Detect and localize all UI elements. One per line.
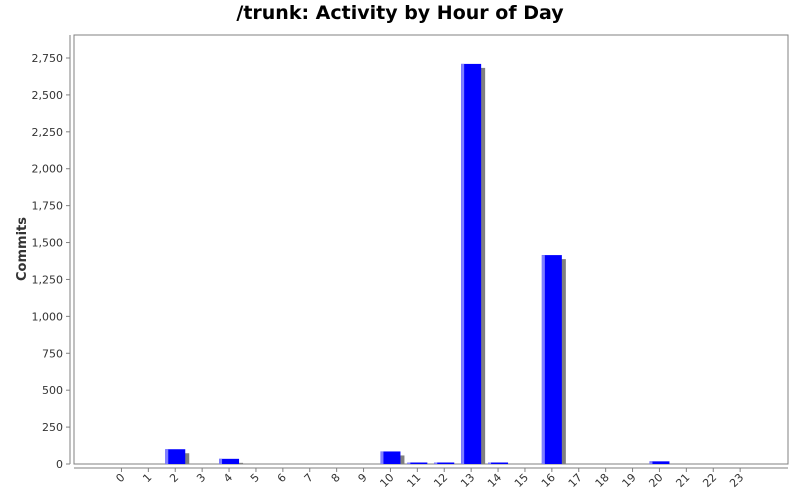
bar-highlight xyxy=(165,449,169,464)
bar-hour-16 xyxy=(541,255,562,464)
x-tick-label: 0 xyxy=(113,471,127,485)
y-ticks-group: 0 250 500 750 1,000 1,250 1,500 1,750 2,000 2,250… xyxy=(32,52,70,471)
y-tick-label: 2,250 xyxy=(32,126,64,139)
y-tick-label: 1,250 xyxy=(32,273,64,286)
bar-hour-12 xyxy=(434,462,455,464)
y-tick-label: 2,000 xyxy=(32,163,64,176)
y-tick-label: 1,750 xyxy=(32,200,64,213)
bar-hour-2 xyxy=(165,449,186,464)
bar-hour-20 xyxy=(649,461,670,464)
y-tick-label: 2,750 xyxy=(32,52,64,65)
x-tick-label: 21 xyxy=(673,471,692,490)
x-tick-label: 5 xyxy=(248,471,262,485)
x-tick-label: 12 xyxy=(431,471,450,490)
bar-hour-11 xyxy=(407,462,428,464)
x-tick-label: 18 xyxy=(593,471,612,490)
bar-highlight xyxy=(219,458,223,464)
bar-hour-4 xyxy=(219,458,240,464)
x-tick-label: 23 xyxy=(727,471,746,490)
bar-highlight xyxy=(541,255,545,464)
x-tick-label: 4 xyxy=(221,471,235,485)
x-tick-label: 17 xyxy=(566,471,585,490)
x-tick-label: 20 xyxy=(646,471,665,490)
bar-highlight xyxy=(488,462,492,464)
y-tick-label: 1,500 xyxy=(32,237,64,250)
x-tick-label: 10 xyxy=(377,471,396,490)
x-tick-label: 3 xyxy=(194,471,208,485)
x-tick-label: 16 xyxy=(539,471,558,490)
bar-highlight xyxy=(461,63,465,464)
x-tick-label: 9 xyxy=(356,471,370,485)
plot-area xyxy=(73,34,789,465)
y-tick-label: 2,500 xyxy=(32,89,64,102)
y-tick-label: 250 xyxy=(42,421,63,434)
y-tick-label: 1,000 xyxy=(32,310,64,323)
bar-hour-10 xyxy=(380,451,401,464)
x-tick-label: 2 xyxy=(167,471,181,485)
bar-highlight xyxy=(434,462,438,464)
x-tick-label: 22 xyxy=(700,471,719,490)
chart-title: /trunk: Activity by Hour of Day xyxy=(236,2,564,24)
x-tick-label: 19 xyxy=(620,471,639,490)
bar-hour-13 xyxy=(461,63,482,464)
x-tick-label: 11 xyxy=(404,471,423,490)
y-tick-label: 500 xyxy=(42,384,63,397)
y-tick-label: 750 xyxy=(42,347,63,360)
x-tick-label: 1 xyxy=(140,471,154,485)
x-tick-label: 7 xyxy=(302,471,316,485)
y-axis-title: Commits xyxy=(15,217,30,281)
y-tick-label: 0 xyxy=(56,458,63,471)
bar-hour-14 xyxy=(488,462,509,464)
x-tick-label: 8 xyxy=(329,471,343,485)
x-tick-label: 13 xyxy=(458,471,477,490)
bar-highlight xyxy=(380,451,384,464)
bar-highlight xyxy=(407,462,411,464)
x-tick-label: 6 xyxy=(275,471,289,485)
bars-group xyxy=(165,63,670,464)
x-tick-label: 15 xyxy=(512,471,531,490)
x-ticks-group: 0 1 2 3 4 5 6 7 8 9 10 11 12 13 14 15 16 17 18 19 20 21 22 23 xyxy=(113,468,746,490)
bar-highlight xyxy=(649,461,653,464)
x-tick-label: 14 xyxy=(485,471,504,490)
